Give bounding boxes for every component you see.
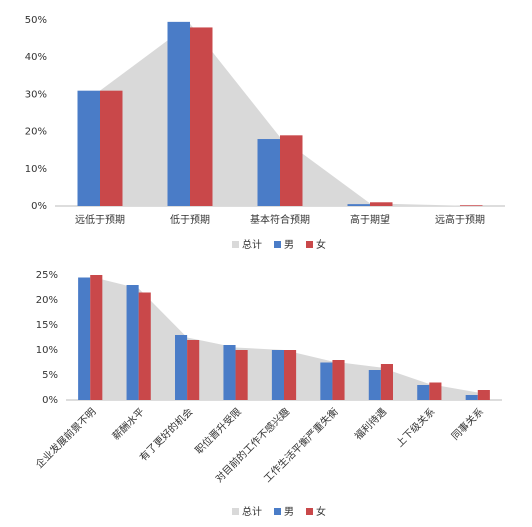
bar — [190, 27, 213, 206]
bar — [167, 21, 190, 206]
x-tick-label: 高于期望 — [350, 213, 390, 226]
bar — [78, 277, 91, 400]
x-tick-label: 职位晋升受限 — [192, 405, 244, 457]
y-tick-label: 25% — [36, 270, 58, 281]
legend-swatch — [232, 241, 239, 248]
bar — [138, 292, 151, 400]
y-tick-label: 0% — [42, 395, 58, 406]
bar — [187, 340, 200, 400]
bar — [223, 345, 236, 400]
bar — [126, 285, 139, 400]
bar — [235, 350, 248, 400]
y-tick-label: 40% — [25, 52, 47, 63]
x-tick-label: 同事关系 — [449, 405, 486, 442]
bar — [368, 370, 381, 400]
legend-label: 男 — [284, 506, 294, 518]
x-tick-label: 上下级关系 — [393, 405, 438, 450]
y-tick-label: 5% — [42, 370, 58, 381]
bar — [460, 205, 483, 206]
bar — [100, 90, 123, 206]
legend-swatch — [274, 508, 281, 515]
bar — [77, 90, 100, 206]
bar — [284, 350, 297, 400]
y-tick-label: 10% — [36, 345, 58, 356]
bar — [320, 362, 333, 400]
x-tick-label: 福利待遇 — [352, 405, 389, 442]
legend-label: 女 — [316, 238, 326, 251]
legend-swatch — [232, 508, 239, 515]
bar — [477, 390, 490, 400]
bar — [280, 135, 303, 206]
bar — [90, 275, 103, 400]
legend-label: 总计 — [242, 505, 262, 518]
y-tick-label: 30% — [25, 89, 47, 100]
legend-swatch — [306, 241, 313, 248]
x-tick-label: 远低于预期 — [75, 213, 125, 226]
bar — [380, 364, 393, 400]
x-tick-label: 基本符合预期 — [250, 213, 310, 226]
bar — [175, 335, 188, 400]
bar — [417, 385, 430, 400]
legend-swatch — [274, 241, 281, 248]
legend-swatch — [306, 508, 313, 515]
x-tick-label: 远高于预期 — [435, 213, 485, 226]
y-tick-label: 10% — [25, 164, 47, 175]
legend-label: 男 — [284, 239, 294, 251]
bar — [347, 204, 370, 206]
bar — [271, 350, 284, 400]
legend-label: 总计 — [242, 238, 262, 251]
bar — [465, 395, 478, 400]
y-tick-label: 20% — [36, 295, 58, 306]
x-tick-label: 薪酬水平 — [110, 406, 147, 443]
x-tick-label: 企业发展前景不明 — [33, 405, 99, 471]
bar — [257, 139, 280, 206]
x-tick-label: 低于预期 — [170, 213, 210, 226]
y-tick-label: 15% — [36, 320, 58, 331]
y-tick-label: 20% — [25, 127, 47, 138]
y-tick-label: 50% — [25, 15, 47, 26]
bar — [332, 360, 345, 400]
legend-label: 女 — [316, 505, 326, 518]
bar — [370, 202, 393, 206]
bar — [429, 382, 442, 400]
y-tick-label: 0% — [31, 201, 47, 212]
